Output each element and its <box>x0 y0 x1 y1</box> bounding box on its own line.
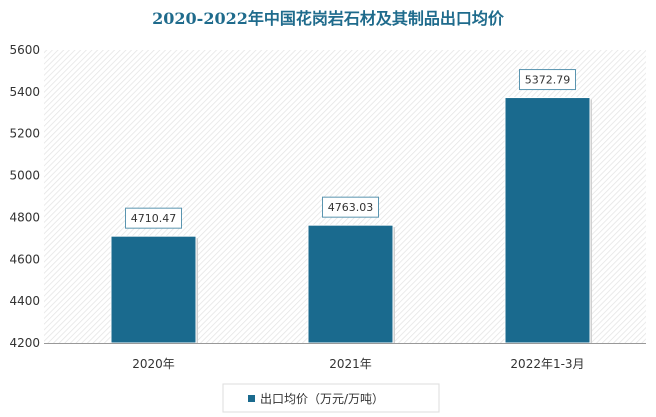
chart-title: 2020-2022年中国花岗岩石材及其制品出口均价 <box>152 9 505 28</box>
bar <box>110 235 197 344</box>
data-label-box <box>125 207 182 229</box>
data-label: 4710.47 <box>131 212 177 225</box>
x-tick-label: 2021年 <box>329 357 372 371</box>
data-label: 5372.79 <box>525 74 571 87</box>
data-label-box <box>322 196 379 218</box>
y-tick-label: 5200 <box>9 127 40 141</box>
y-tick-label: 5000 <box>9 169 40 183</box>
data-label-box <box>519 69 576 91</box>
x-tick-label: 2022年1-3月 <box>510 357 584 371</box>
y-tick-label: 4200 <box>9 336 40 350</box>
y-tick-label: 5400 <box>9 85 40 99</box>
y-tick-label: 5600 <box>9 43 40 57</box>
bar <box>504 97 591 344</box>
y-tick-label: 4600 <box>9 252 40 266</box>
bar <box>307 224 394 344</box>
legend: 出口均价（万元/万吨） <box>222 383 440 413</box>
y-tick-label: 4800 <box>9 210 40 224</box>
y-tick-label: 4400 <box>9 294 40 308</box>
legend-swatch <box>248 395 255 402</box>
legend-label: 出口均价（万元/万吨） <box>260 392 384 406</box>
x-tick-label: 2020年 <box>132 357 175 371</box>
data-label: 4763.03 <box>328 201 374 214</box>
